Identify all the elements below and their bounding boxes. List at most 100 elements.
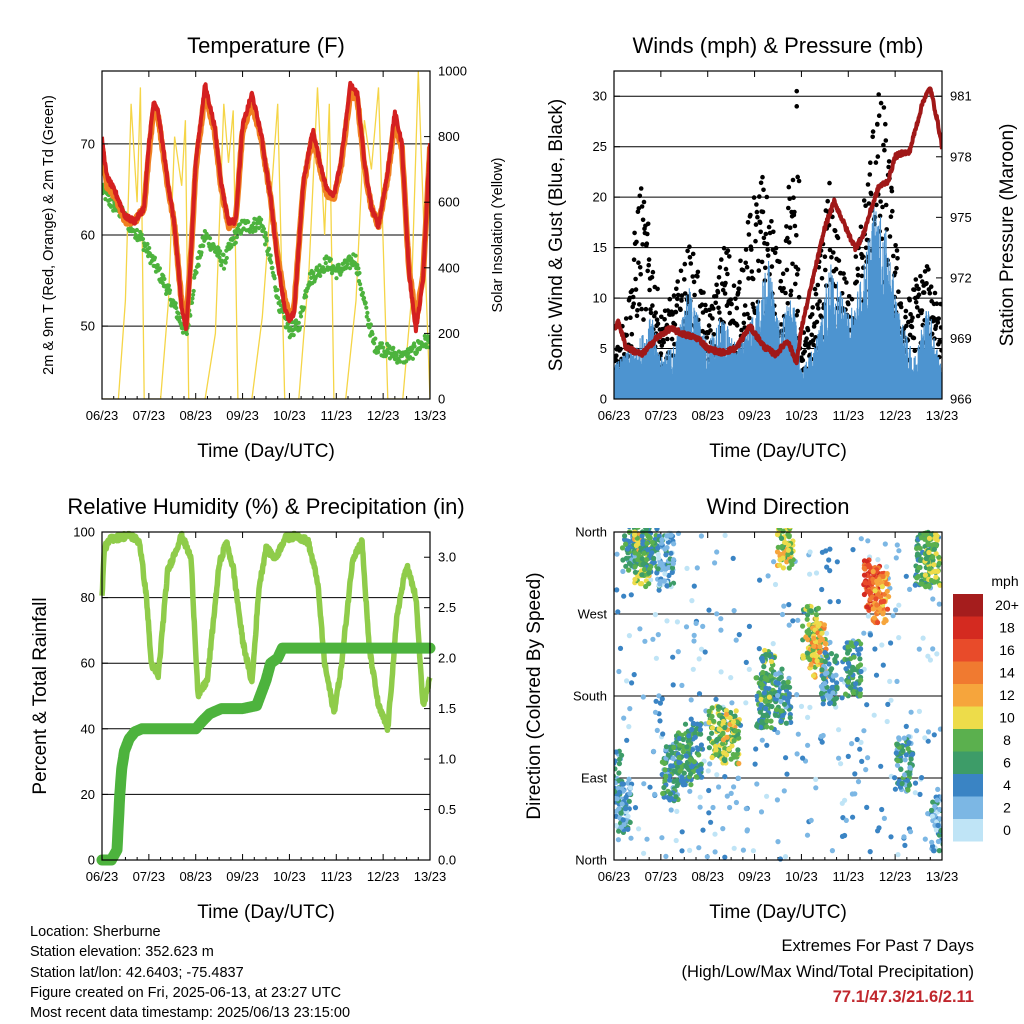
direction-point (713, 751, 719, 758)
direction-point (824, 564, 830, 570)
gust-point (785, 301, 791, 306)
gust-point (753, 238, 758, 244)
direction-point (766, 652, 772, 659)
colorbar-swatch (953, 751, 983, 774)
dewpoint-point (355, 262, 360, 268)
direction-point (758, 696, 764, 703)
direction-point (624, 737, 630, 743)
gust-point (716, 275, 722, 280)
direction-point (762, 647, 768, 654)
direction-point (822, 640, 828, 647)
gust-point (671, 293, 677, 298)
dewpoint-point (379, 341, 385, 346)
gust-point (751, 195, 757, 200)
colorbar-swatch (953, 594, 983, 617)
gust-point (649, 275, 655, 280)
direction-point (777, 856, 784, 862)
direction-point (691, 583, 697, 589)
direction-point (721, 757, 728, 763)
gust-point (729, 301, 734, 307)
gust-point (881, 142, 886, 148)
direction-point (663, 552, 669, 558)
direction-point (729, 700, 735, 706)
direction-point (608, 763, 613, 768)
direction-point (669, 565, 676, 571)
direction-point (890, 613, 896, 619)
plot-border (613, 70, 943, 400)
direction-point (674, 764, 681, 770)
direction-point (759, 681, 765, 687)
direction-point (695, 746, 701, 752)
direction-point (774, 797, 781, 803)
direction-point (614, 822, 619, 829)
series-group (614, 86, 942, 399)
gust-point (886, 164, 891, 170)
dewpoint-point (297, 325, 302, 330)
direction-point (922, 735, 928, 741)
gust-point (890, 208, 895, 214)
direction-point (779, 666, 785, 672)
gust-point (648, 310, 654, 316)
direction-point (932, 535, 938, 541)
direction-point (662, 546, 668, 552)
direction-point (816, 621, 822, 628)
direction-point (937, 806, 942, 813)
gust-point (748, 212, 753, 218)
direction-point (781, 679, 787, 686)
direction-point (753, 746, 759, 752)
direction-point (867, 849, 873, 855)
gust-point (646, 257, 652, 262)
direction-point (763, 685, 769, 691)
gust-point (706, 323, 712, 328)
direction-point (626, 776, 632, 782)
x-tick-label: 12/23 (367, 408, 400, 423)
direction-point (690, 666, 696, 672)
pressure-line (614, 86, 942, 366)
direction-point (788, 558, 794, 564)
direction-point (813, 776, 819, 783)
gust-point (707, 307, 712, 313)
gust-point (802, 349, 807, 354)
direction-point (780, 565, 787, 571)
direction-point (786, 542, 792, 548)
direction-point (875, 557, 881, 563)
direction-point (861, 591, 868, 598)
direction-point (660, 731, 666, 737)
dewpoint-point (166, 283, 171, 288)
direction-point (884, 581, 890, 587)
direction-point (606, 792, 611, 797)
gust-point (787, 225, 793, 230)
direction-point (619, 545, 626, 551)
direction-point (714, 611, 720, 617)
direction-point (705, 768, 711, 774)
direction-point (728, 756, 734, 762)
direction-point (855, 779, 862, 785)
direction-point (731, 845, 737, 851)
gust-point (894, 248, 900, 253)
dewpoint-point (358, 282, 363, 287)
direction-point (614, 766, 618, 772)
dewpoint-point (223, 260, 228, 265)
direction-point (606, 785, 611, 790)
direction-point (778, 699, 784, 705)
direction-point (931, 546, 938, 552)
direction-point (665, 752, 672, 758)
direction-point (698, 646, 705, 652)
elevation-text: Station elevation: 352.623 m (30, 944, 214, 961)
direction-point (807, 704, 813, 711)
dewpoint-point (196, 263, 201, 268)
gust-point (831, 250, 836, 255)
direction-point (631, 532, 638, 538)
direction-point (778, 718, 784, 724)
direction-point (607, 802, 612, 807)
direction-point (845, 644, 851, 650)
dewpoint-point (157, 266, 162, 271)
direction-point (819, 586, 825, 593)
gust-point (763, 265, 768, 271)
dewpoint-point (256, 226, 261, 231)
gust-point (728, 297, 733, 302)
direction-point (733, 728, 739, 734)
x-tick-label: 08/23 (179, 869, 212, 884)
direction-point (757, 577, 763, 583)
direction-point (654, 528, 660, 532)
